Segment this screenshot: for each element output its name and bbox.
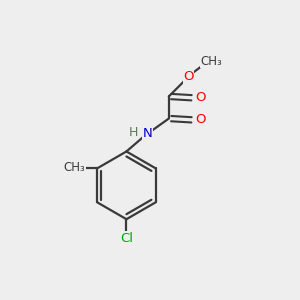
Text: N: N — [143, 127, 152, 140]
Text: CH₃: CH₃ — [63, 161, 85, 174]
Text: CH₃: CH₃ — [201, 55, 222, 68]
Text: O: O — [195, 113, 206, 127]
Text: H: H — [129, 125, 138, 139]
Text: O: O — [183, 70, 194, 83]
Text: O: O — [195, 92, 206, 104]
Text: Cl: Cl — [120, 232, 133, 244]
